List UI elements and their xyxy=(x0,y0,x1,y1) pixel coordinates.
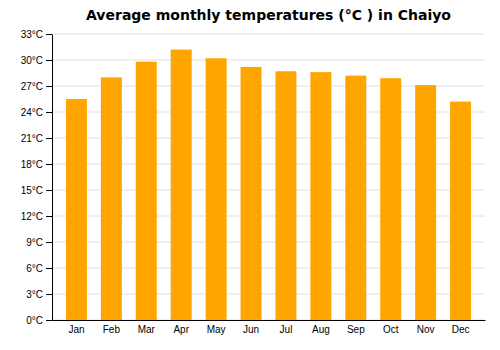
y-tick-mark xyxy=(46,294,52,295)
y-axis: 0°C 3°C 6°C 9°C 12°C 15°C 18°C 21°C 24°C 27°C 30°C… xyxy=(21,29,53,326)
x-tick-label: Mar xyxy=(138,324,156,335)
grid xyxy=(52,34,485,320)
y-tick-mark xyxy=(46,60,52,61)
y-tick-mark xyxy=(46,86,52,87)
y-tick: 15°C xyxy=(21,185,52,196)
bar xyxy=(66,99,87,320)
y-tick-label: 24°C xyxy=(21,107,43,118)
x-axis-line xyxy=(53,320,486,321)
x-tick: Jul xyxy=(280,324,293,335)
y-tick: 6°C xyxy=(26,263,52,274)
y-axis-line xyxy=(52,35,53,321)
x-tick-label: Jul xyxy=(280,324,293,335)
bar xyxy=(101,77,122,320)
x-tick: Dec xyxy=(452,324,470,335)
y-tick-label: 12°C xyxy=(21,211,43,222)
y-tick: 24°C xyxy=(21,107,52,118)
x-tick: Sep xyxy=(347,324,365,335)
x-tick: Mar xyxy=(138,324,156,335)
title: Average monthly temperatures (°C ) in Ch… xyxy=(86,7,451,23)
y-tick: 9°C xyxy=(26,237,52,248)
y-tick: 27°C xyxy=(21,81,52,92)
y-tick-mark xyxy=(46,216,52,217)
x-tick: Aug xyxy=(312,324,330,335)
y-tick-label: 21°C xyxy=(21,133,43,144)
y-tick-label: 6°C xyxy=(26,263,43,274)
bar xyxy=(380,78,401,320)
y-tick: 18°C xyxy=(21,159,52,170)
x-tick-label: May xyxy=(207,324,226,335)
bars xyxy=(66,50,471,320)
y-tick: 21°C xyxy=(21,133,52,144)
x-tick-label: Dec xyxy=(452,324,470,335)
x-tick: Feb xyxy=(103,324,121,335)
y-tick-mark xyxy=(46,190,52,191)
bar xyxy=(171,50,192,320)
x-axis: Jan Feb Mar Apr May Jun Jul Aug Sep Oct Nov Dec xyxy=(53,321,486,336)
y-tick-mark xyxy=(46,34,52,35)
bar xyxy=(275,71,296,320)
x-tick: May xyxy=(207,324,226,335)
y-tick: 33°C xyxy=(21,29,52,40)
x-tick-label: Nov xyxy=(417,324,435,335)
y-tick-label: 9°C xyxy=(26,237,43,248)
y-tick: 0°C xyxy=(26,315,52,326)
y-tick-mark xyxy=(46,164,52,165)
y-tick-label: 3°C xyxy=(26,289,43,300)
y-tick-mark xyxy=(46,138,52,139)
y-tick-label: 30°C xyxy=(21,55,43,66)
x-tick-label: Jun xyxy=(243,324,259,335)
x-tick-label: Aug xyxy=(312,324,330,335)
grid-line xyxy=(52,60,485,61)
y-tick-mark xyxy=(46,242,52,243)
x-tick-label: Apr xyxy=(173,324,189,335)
bar xyxy=(310,72,331,320)
plot: Jan Feb Mar Apr May Jun Jul Aug Sep Oct Nov Dec 0°C 3… xyxy=(21,29,486,335)
grid-line xyxy=(52,34,485,35)
y-tick-label: 18°C xyxy=(21,159,43,170)
y-tick-label: 27°C xyxy=(21,81,43,92)
x-tick: Apr xyxy=(173,324,189,335)
x-tick-label: Feb xyxy=(103,324,121,335)
y-tick: 30°C xyxy=(21,55,52,66)
y-tick-label: 0°C xyxy=(26,315,43,326)
y-tick-label: 33°C xyxy=(21,29,43,40)
x-tick: Oct xyxy=(383,324,399,335)
bar xyxy=(206,58,227,320)
bar xyxy=(136,62,157,320)
y-tick-mark xyxy=(46,268,52,269)
y-tick-label: 15°C xyxy=(21,185,43,196)
x-tick: Jun xyxy=(243,324,259,335)
x-tick-label: Jan xyxy=(68,324,84,335)
x-tick: Jan xyxy=(68,324,84,335)
bar xyxy=(241,67,262,320)
x-tick: Nov xyxy=(417,324,435,335)
y-tick-mark xyxy=(46,320,52,321)
y-tick: 12°C xyxy=(21,211,52,222)
chart: Jan Feb Mar Apr May Jun Jul Aug Sep Oct Nov Dec 0°C 3… xyxy=(0,0,500,350)
y-tick: 3°C xyxy=(26,289,52,300)
x-tick-label: Sep xyxy=(347,324,365,335)
bar xyxy=(415,85,436,320)
bar xyxy=(345,76,366,320)
y-tick-mark xyxy=(46,112,52,113)
x-tick-label: Oct xyxy=(383,324,399,335)
bar xyxy=(450,102,471,320)
